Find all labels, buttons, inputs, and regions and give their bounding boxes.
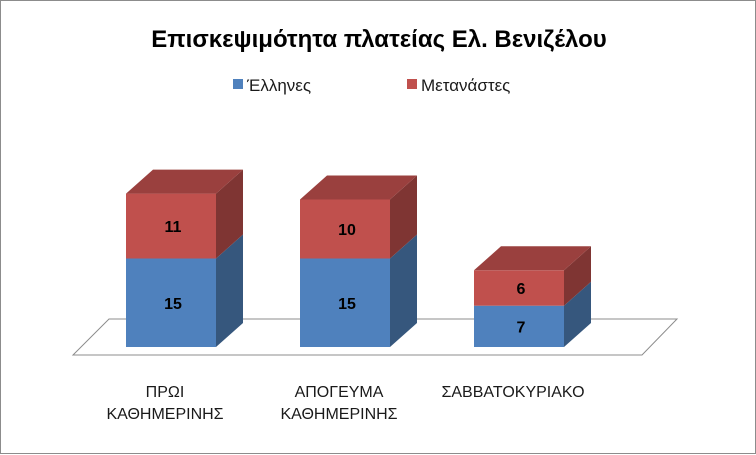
bar-segment: 15	[300, 234, 417, 347]
data-label: 7	[517, 319, 526, 336]
bar-segment: 6	[474, 246, 591, 306]
bar-top-face	[300, 175, 417, 200]
bar-front-face	[126, 193, 216, 259]
bar-side-face	[390, 234, 417, 347]
legend: Έλληνες Μετανάστες	[233, 76, 510, 95]
category-labels: ΠΡΩΙ ΚΑΘΗΜΕΡΙΝΗΣ ΑΠΟΓΕΥΜΑ ΚΑΘΗΜΕΡΙΝΗΣ ΣΑΒΒΑΤ…	[106, 384, 584, 423]
bars: 15 11 15 10 7 6	[126, 169, 591, 347]
bar-side-face	[564, 281, 591, 347]
bar-front-face	[474, 270, 564, 306]
data-label: 15	[338, 296, 356, 313]
data-label: 10	[338, 222, 356, 239]
data-label: 15	[164, 296, 182, 313]
bar-segment: 10	[300, 175, 417, 259]
legend-swatch	[407, 79, 417, 89]
bar-segment: 15	[126, 234, 243, 347]
bar-side-face	[216, 234, 243, 347]
bar-top-face	[474, 246, 591, 271]
category-label: ΠΡΩΙ ΚΑΘΗΜΕΡΙΝΗΣ	[106, 384, 223, 423]
bar-side-face	[216, 169, 243, 259]
bar-front-face	[474, 305, 564, 347]
legend-label: Έλληνες	[246, 76, 311, 95]
bar-segment: 7	[474, 281, 591, 347]
bar-front-face	[300, 258, 390, 347]
bar-front-face	[126, 258, 216, 347]
category-label: ΑΠΟΓΕΥΜΑ ΚΑΘΗΜΕΡΙΝΗΣ	[280, 384, 397, 423]
chart-title: Επισκεψιμότητα πλατείας Ελ. Βενιζέλου	[151, 26, 606, 53]
category-label: ΣΑΒΒΑΤΟΚΥΡΙΑΚΟ	[441, 384, 584, 401]
bar-front-face	[300, 199, 390, 259]
bar-side-face	[390, 175, 417, 259]
bar-top-face	[126, 169, 243, 194]
legend-swatch	[233, 79, 243, 89]
data-label: 11	[165, 219, 182, 236]
legend-label: Μετανάστες	[421, 76, 510, 95]
bar-segment: 11	[126, 169, 243, 259]
bar-side-face	[564, 246, 591, 306]
data-label: 6	[517, 281, 526, 298]
